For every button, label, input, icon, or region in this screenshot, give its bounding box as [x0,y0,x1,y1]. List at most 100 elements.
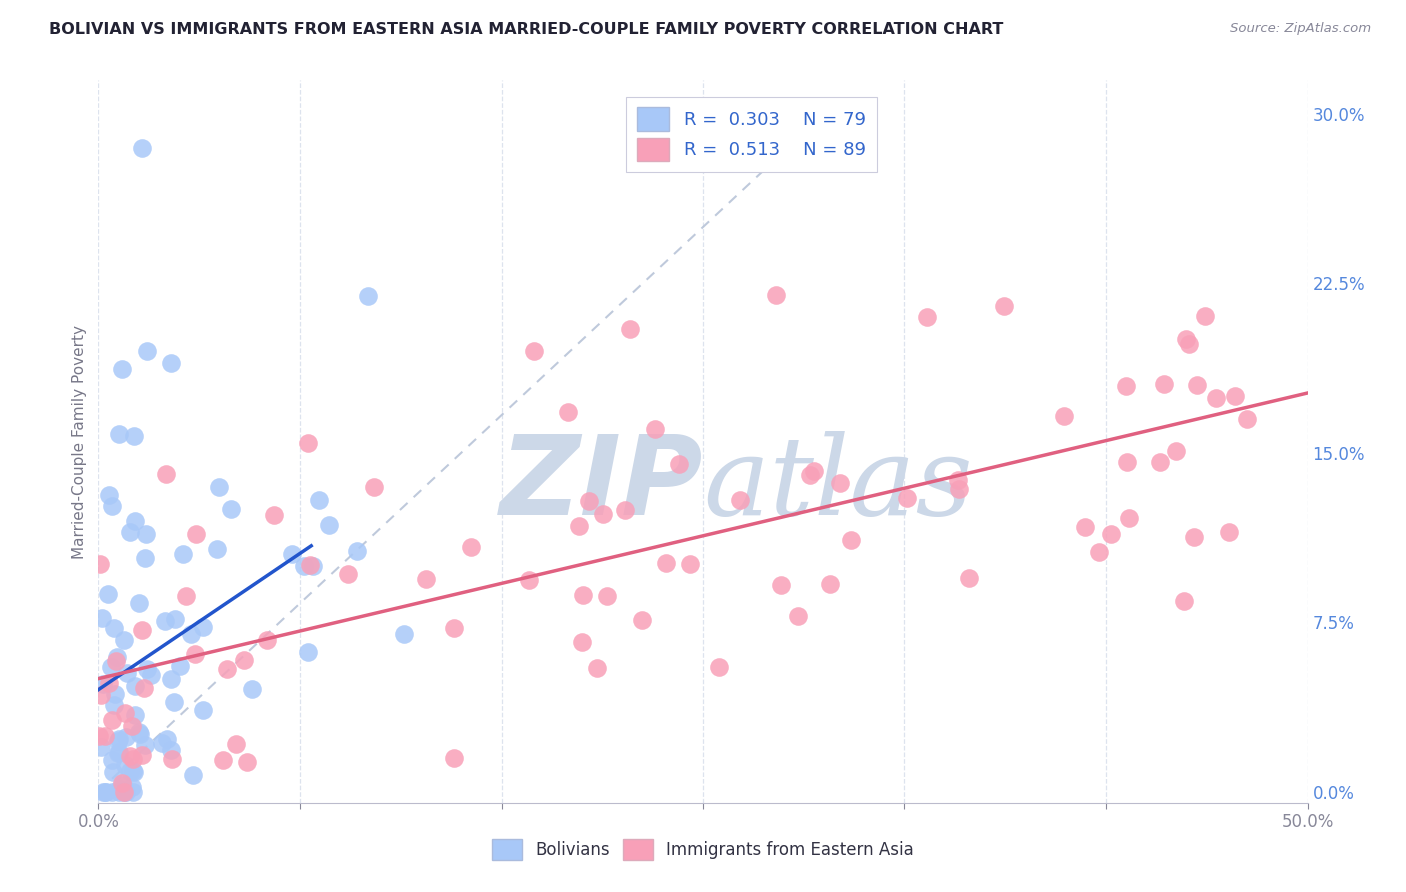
Point [108,426,131,441]
Point [1173,594,1195,608]
Point [1182,530,1205,544]
Point [308,493,330,508]
Point [1185,378,1208,392]
Point [668,457,690,471]
Point [135,527,157,541]
Point [232,653,254,667]
Point [1223,389,1246,403]
Point [572,588,595,602]
Point [221,502,243,516]
Point [896,491,918,505]
Point [337,566,360,581]
Point [124,679,146,693]
Point [101,753,124,767]
Point [1088,545,1111,559]
Point [709,660,731,674]
Point [568,519,591,533]
Point [122,428,145,442]
Point [112,784,135,798]
Point [208,480,231,494]
Point [128,596,150,610]
Point [107,734,129,748]
Point [89,557,111,571]
Point [357,289,380,303]
Point [108,784,131,798]
Point [1099,527,1122,541]
Point [191,620,214,634]
Text: ZIP: ZIP [499,432,703,539]
Point [1218,525,1240,540]
Point [181,768,204,782]
Point [1175,332,1198,346]
Point [184,648,207,662]
Point [141,667,163,681]
Point [131,141,153,155]
Point [557,405,579,419]
Point [111,776,134,790]
Point [87,730,110,744]
Point [1115,379,1137,393]
Point [162,752,184,766]
Point [111,362,134,376]
Text: atlas: atlas [703,431,973,539]
Point [94,729,117,743]
Point [156,732,179,747]
Point [150,736,173,750]
Point [120,764,142,778]
Point [100,660,122,674]
Point [679,557,702,571]
Point [90,611,112,625]
Point [104,687,127,701]
Point [134,739,156,753]
Point [101,765,124,780]
Point [108,732,131,747]
Point [100,500,122,514]
Point [112,632,135,647]
Point [297,436,319,450]
Point [263,508,285,523]
Point [121,780,143,794]
Point [619,321,641,335]
Point [163,695,186,709]
Point [176,589,198,603]
Point [107,745,129,759]
Point [225,737,247,751]
Point [97,587,120,601]
Point [578,493,600,508]
Point [917,310,939,325]
Point [121,784,143,798]
Point [155,467,177,481]
Point [212,753,235,767]
Point [318,518,340,533]
Point [946,473,969,487]
Text: Source: ZipAtlas.com: Source: ZipAtlas.com [1230,22,1371,36]
Point [100,714,122,728]
Point [948,482,970,496]
Point [1074,520,1097,534]
Point [1116,455,1139,469]
Point [98,676,121,690]
Point [134,550,156,565]
Point [443,751,465,765]
Point [644,422,666,436]
Point [160,672,183,686]
Point [460,541,482,555]
Point [728,493,751,508]
Point [103,698,125,712]
Point [115,784,138,798]
Point [90,689,112,703]
Point [240,681,263,696]
Point [120,749,142,764]
Point [135,344,157,359]
Point [107,746,129,760]
Point [586,660,609,674]
Point [655,557,678,571]
Point [207,541,229,556]
Point [769,578,792,592]
Point [292,558,315,573]
Point [124,514,146,528]
Point [114,758,136,772]
Point [828,475,851,490]
Point [443,621,465,635]
Point [155,614,177,628]
